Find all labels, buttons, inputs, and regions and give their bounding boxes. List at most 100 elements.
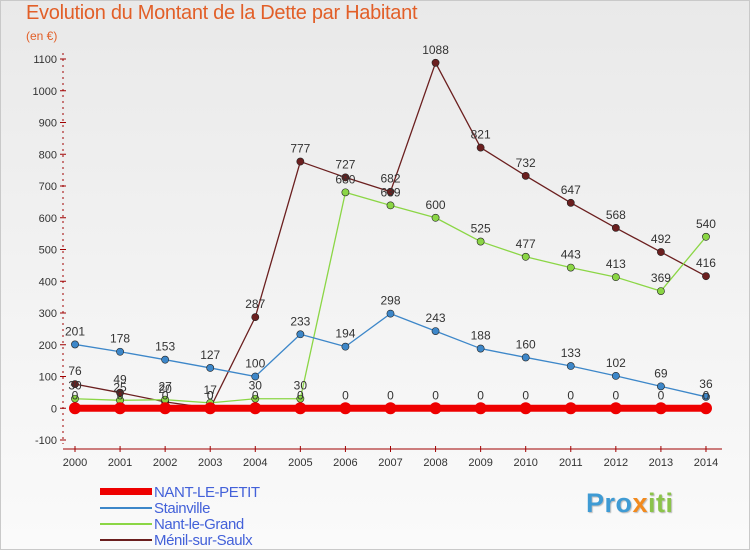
logo-part: Pro — [586, 488, 633, 518]
data-label: 25 — [113, 380, 127, 394]
data-label: 153 — [155, 340, 175, 354]
data-point — [71, 340, 79, 349]
x-tick-label: 2008 — [423, 457, 447, 469]
data-point — [296, 330, 305, 339]
data-label: 0 — [612, 388, 619, 402]
data-label: 0 — [477, 388, 484, 402]
data-label: 600 — [426, 198, 446, 212]
y-tick-label: 700 — [39, 181, 57, 193]
chart-title: Evolution du Montant de la Dette par Hab… — [26, 2, 418, 24]
data-label: 727 — [335, 157, 355, 171]
data-point — [699, 402, 712, 415]
data-label: 0 — [117, 388, 124, 402]
data-point — [519, 402, 532, 415]
data-label: 30 — [68, 379, 82, 393]
data-labels: 0 0 0 0 0 0 0 0 0 0 0 0 0 0 0 201 178 153 127 100 233 194 298 2… — [65, 43, 716, 402]
data-label: 36 — [699, 377, 713, 391]
data-label: 76 — [68, 364, 82, 378]
data-label: 0 — [207, 388, 214, 402]
data-point — [521, 252, 530, 261]
data-point — [116, 388, 124, 397]
data-label: 443 — [561, 248, 581, 262]
data-label: 647 — [561, 183, 581, 197]
data-point — [476, 237, 485, 246]
legend-item: NANT-LE-PETIT — [100, 484, 360, 501]
data-point — [566, 263, 575, 272]
legend-label: NANT-LE-PETIT — [154, 484, 260, 501]
data-point — [431, 58, 440, 67]
data-point — [566, 362, 575, 370]
data-point — [609, 402, 622, 415]
x-tick-label: 2000 — [63, 457, 87, 469]
data-label: 49 — [113, 373, 127, 387]
data-label: 201 — [65, 324, 85, 338]
x-tick-label: 2013 — [649, 457, 673, 469]
data-point — [116, 347, 124, 356]
data-label: 0 — [387, 388, 394, 402]
y-tick-label: 1100 — [33, 54, 57, 66]
data-point — [702, 272, 710, 281]
legend-item: Nant-le-Grand — [100, 516, 360, 533]
data-label: 20 — [158, 382, 172, 396]
data-point — [429, 402, 442, 415]
data-label: 127 — [200, 348, 220, 362]
data-label: 416 — [696, 256, 716, 270]
data-label: 160 — [516, 337, 536, 351]
data-point — [294, 402, 307, 415]
data-label: 69 — [654, 366, 668, 380]
x-tick-label: 2003 — [198, 457, 222, 469]
x-tick-label: 2010 — [513, 457, 537, 469]
series-layer — [69, 58, 712, 415]
y-tick-label: 0 — [51, 403, 57, 415]
y-tick-label: 400 — [39, 276, 57, 288]
data-label: 0 — [522, 388, 529, 402]
legend-item: Ménil-sur-Saulx — [100, 532, 360, 549]
data-label: 27 — [158, 380, 172, 394]
x-tick-label: 2005 — [288, 457, 312, 469]
data-label: 100 — [245, 357, 265, 371]
data-point — [657, 382, 665, 391]
data-point — [431, 213, 440, 222]
data-label: 243 — [426, 311, 446, 325]
x-tick-label: 2007 — [378, 457, 402, 469]
data-label: 0 — [658, 388, 665, 402]
data-point — [206, 364, 215, 372]
data-label: 102 — [606, 356, 626, 370]
data-label: 540 — [696, 217, 716, 231]
data-label: 298 — [380, 294, 400, 308]
data-point — [159, 402, 172, 415]
data-label: 0 — [342, 388, 349, 402]
data-label: 0 — [162, 388, 169, 402]
data-label: 732 — [516, 156, 536, 170]
data-label: 194 — [335, 327, 355, 341]
data-label: 178 — [110, 332, 130, 346]
y-tick-label: 800 — [39, 149, 57, 161]
data-label: 287 — [245, 297, 265, 311]
data-label: 413 — [606, 257, 626, 271]
data-point — [521, 171, 530, 180]
data-point — [564, 402, 577, 415]
y-tick-label: 500 — [39, 245, 57, 257]
legend-item: Stainville — [100, 500, 360, 517]
data-label: 133 — [561, 346, 581, 360]
data-label: 477 — [516, 237, 536, 251]
data-label: 0 — [703, 388, 710, 402]
data-point — [657, 248, 665, 256]
data-label: 682 — [380, 172, 400, 186]
x-tick-label: 2004 — [243, 457, 267, 469]
data-label: 639 — [380, 185, 400, 199]
data-label: 680 — [335, 172, 355, 186]
data-label: 1088 — [422, 43, 449, 57]
series-m-nil-sur-saulx — [71, 58, 710, 413]
x-tick-label: 2001 — [108, 457, 132, 469]
legend-swatch — [100, 539, 152, 541]
data-point — [386, 187, 395, 196]
data-point — [384, 402, 397, 415]
data-point — [657, 287, 665, 295]
data-label: 821 — [471, 128, 491, 142]
data-point — [69, 402, 81, 415]
series-nant-le-petit — [69, 402, 712, 415]
y-tick-label: 300 — [39, 308, 57, 320]
data-point — [296, 157, 305, 166]
